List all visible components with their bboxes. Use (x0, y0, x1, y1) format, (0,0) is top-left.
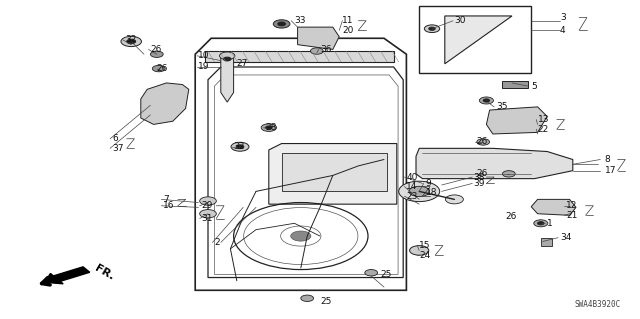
Text: 5: 5 (531, 82, 537, 91)
Text: 9: 9 (426, 179, 431, 188)
Text: 24: 24 (419, 251, 431, 260)
Text: 25: 25 (320, 297, 332, 306)
Polygon shape (531, 199, 576, 215)
Circle shape (410, 246, 429, 255)
Circle shape (220, 52, 235, 60)
Text: 26: 26 (477, 137, 488, 146)
Text: 21: 21 (566, 211, 578, 220)
Text: 1: 1 (547, 219, 553, 228)
Text: 4: 4 (560, 26, 566, 35)
Text: 31: 31 (202, 214, 213, 223)
Text: 19: 19 (198, 63, 210, 71)
Circle shape (291, 231, 311, 241)
Circle shape (236, 145, 244, 149)
Text: 38: 38 (474, 173, 485, 182)
Circle shape (310, 48, 323, 54)
Text: 18: 18 (426, 189, 437, 197)
Text: 11: 11 (342, 16, 354, 25)
Circle shape (365, 270, 378, 276)
Polygon shape (298, 27, 339, 49)
Circle shape (200, 210, 216, 218)
Circle shape (538, 222, 544, 225)
Text: 26: 26 (477, 169, 488, 178)
Circle shape (534, 220, 548, 227)
Circle shape (409, 186, 429, 197)
Circle shape (231, 142, 249, 151)
Circle shape (152, 65, 165, 72)
Circle shape (223, 57, 231, 61)
Polygon shape (416, 148, 573, 179)
Circle shape (479, 97, 493, 104)
Bar (282, 153, 387, 191)
Circle shape (445, 195, 463, 204)
FancyArrow shape (45, 267, 90, 284)
Circle shape (273, 20, 290, 28)
Circle shape (483, 99, 490, 102)
Text: 40: 40 (406, 173, 418, 182)
Circle shape (200, 197, 216, 205)
Text: 27: 27 (237, 59, 248, 68)
Text: SWA4B3920C: SWA4B3920C (575, 300, 621, 309)
Polygon shape (445, 16, 512, 64)
Text: 14: 14 (406, 182, 418, 191)
Text: 30: 30 (454, 16, 466, 25)
Text: 34: 34 (560, 233, 572, 242)
Circle shape (266, 126, 272, 129)
Text: 32: 32 (125, 35, 136, 44)
Text: 23: 23 (406, 192, 418, 201)
Polygon shape (486, 107, 547, 134)
Text: 12: 12 (566, 201, 578, 210)
Text: 2: 2 (214, 238, 220, 247)
Polygon shape (221, 54, 234, 102)
Circle shape (502, 171, 515, 177)
Text: 32: 32 (234, 142, 245, 151)
Circle shape (429, 27, 435, 30)
Text: 17: 17 (605, 166, 616, 175)
Text: 7: 7 (163, 195, 169, 204)
Text: 13: 13 (538, 115, 549, 124)
Text: FR.: FR. (93, 263, 116, 282)
Text: 8: 8 (605, 155, 611, 164)
Bar (541, 238, 552, 246)
Text: 35: 35 (496, 102, 508, 111)
Circle shape (150, 51, 163, 57)
Text: 36: 36 (320, 45, 332, 54)
Polygon shape (141, 83, 189, 124)
Circle shape (477, 139, 490, 145)
Text: 20: 20 (342, 26, 354, 35)
Circle shape (301, 295, 314, 301)
Text: 28: 28 (266, 123, 277, 132)
Text: 29: 29 (202, 201, 213, 210)
Text: 25: 25 (381, 270, 392, 279)
Text: 22: 22 (538, 125, 549, 134)
Text: 3: 3 (560, 13, 566, 22)
Text: 37: 37 (112, 144, 124, 153)
Text: 39: 39 (474, 179, 485, 188)
Text: 16: 16 (163, 201, 175, 210)
Text: 10: 10 (198, 51, 210, 60)
Text: 15: 15 (419, 241, 431, 250)
Circle shape (278, 22, 285, 26)
Text: 26: 26 (157, 64, 168, 73)
Circle shape (121, 36, 141, 47)
Bar (205, 51, 394, 62)
Text: 33: 33 (294, 16, 306, 25)
Text: 26: 26 (506, 212, 517, 221)
Bar (419, 6, 531, 73)
Circle shape (261, 124, 276, 131)
Circle shape (424, 25, 440, 33)
Text: 26: 26 (150, 45, 162, 54)
Text: 6: 6 (112, 134, 118, 143)
Circle shape (399, 181, 440, 202)
Bar (502, 81, 528, 88)
Circle shape (127, 39, 136, 44)
Polygon shape (269, 144, 397, 204)
